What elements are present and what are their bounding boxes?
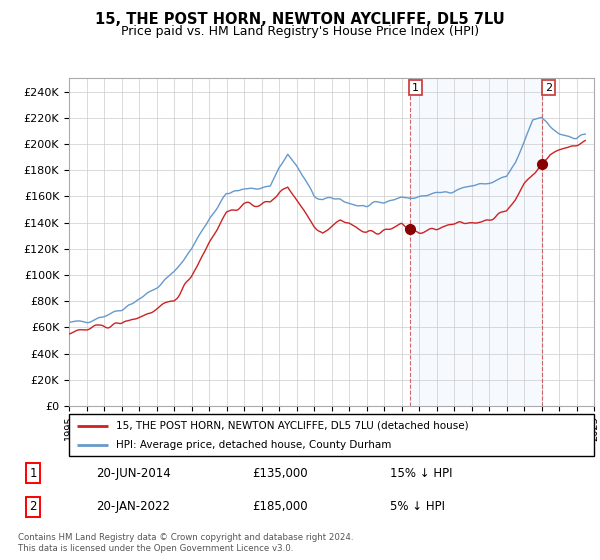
Text: Price paid vs. HM Land Registry's House Price Index (HPI): Price paid vs. HM Land Registry's House …	[121, 25, 479, 38]
Text: £135,000: £135,000	[252, 466, 308, 480]
Text: HPI: Average price, detached house, County Durham: HPI: Average price, detached house, Coun…	[116, 440, 392, 450]
Bar	[410, 78, 542, 406]
Text: 5% ↓ HPI: 5% ↓ HPI	[390, 500, 445, 514]
Text: 15, THE POST HORN, NEWTON AYCLIFFE, DL5 7LU (detached house): 15, THE POST HORN, NEWTON AYCLIFFE, DL5 …	[116, 421, 469, 431]
Text: 2: 2	[29, 500, 37, 514]
Text: 15% ↓ HPI: 15% ↓ HPI	[390, 466, 452, 480]
Text: 1: 1	[412, 82, 419, 92]
Text: Contains HM Land Registry data © Crown copyright and database right 2024.
This d: Contains HM Land Registry data © Crown c…	[18, 533, 353, 553]
Text: 20-JAN-2022: 20-JAN-2022	[96, 500, 170, 514]
Text: £185,000: £185,000	[252, 500, 308, 514]
Text: 2: 2	[545, 82, 552, 92]
FancyBboxPatch shape	[69, 414, 594, 456]
Text: 15, THE POST HORN, NEWTON AYCLIFFE, DL5 7LU: 15, THE POST HORN, NEWTON AYCLIFFE, DL5 …	[95, 12, 505, 27]
Text: 20-JUN-2014: 20-JUN-2014	[96, 466, 171, 480]
Text: 1: 1	[29, 466, 37, 480]
